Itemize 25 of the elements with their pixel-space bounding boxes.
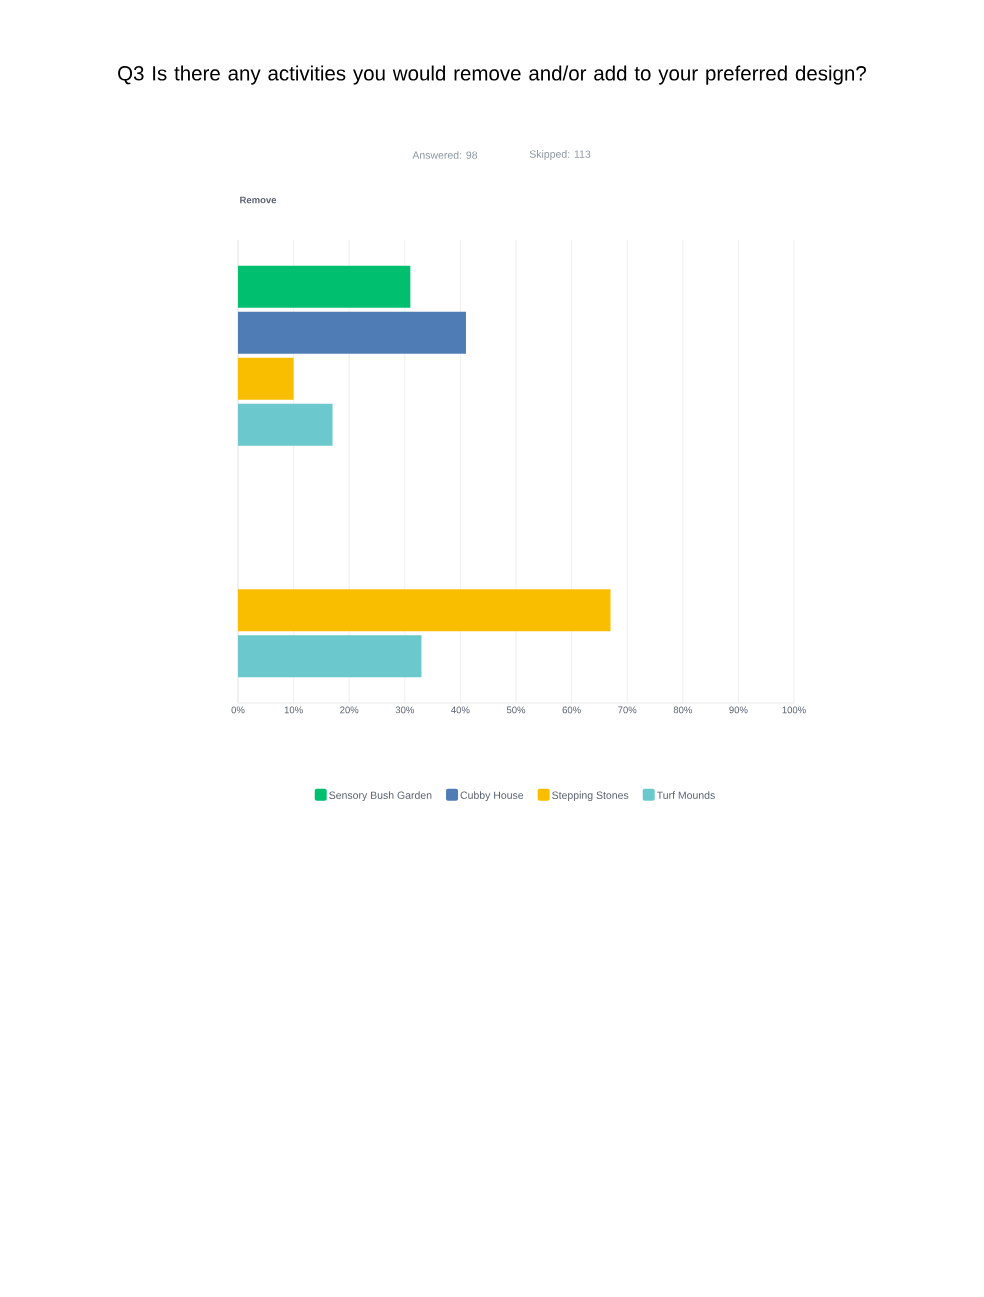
text: Answered: 98: [412, 151, 478, 159]
x-tick-label: 0%: [231, 706, 245, 714]
x-tick-label: 20%: [340, 706, 359, 714]
x-tick-label: 10%: [284, 706, 303, 714]
x-tick-label: 30%: [395, 706, 414, 714]
x-tick-label: 60%: [562, 706, 581, 714]
bar: [238, 311, 466, 354]
legend-label: Cubby House: [460, 791, 524, 802]
x-tick-label: 100%: [782, 706, 806, 714]
x-tick-label: 90%: [729, 706, 748, 714]
bar: [238, 265, 411, 308]
legend-label: Sensory Bush Garden: [329, 791, 432, 802]
bar: [238, 357, 294, 400]
legend-label: Stepping Stones: [552, 791, 629, 802]
bar: [238, 403, 333, 446]
legend-label: Turf Mounds: [656, 791, 715, 799]
chart-title: Q3 Is there any activities you would remove and/or add to your preferred design?: [118, 65, 866, 85]
x-tick-label: 50%: [506, 706, 526, 714]
bar: [238, 589, 611, 632]
chart-subtitle: Remove: [240, 196, 277, 204]
x-tick-label: 80%: [673, 706, 692, 714]
x-tick-label: 40%: [451, 706, 470, 714]
bar: [238, 635, 422, 678]
x-tick-label: 70%: [618, 706, 637, 714]
text: Skipped: 113: [529, 150, 591, 160]
